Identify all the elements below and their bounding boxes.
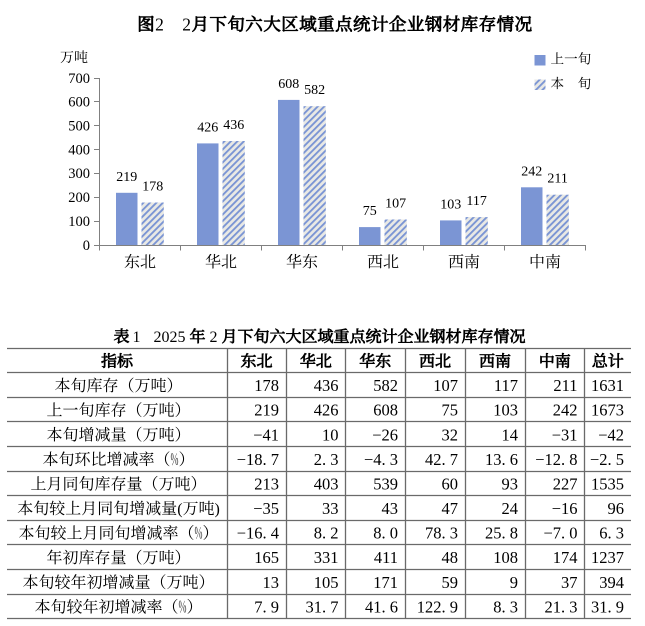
- svg-text:8. 2: 8. 2: [314, 524, 339, 543]
- svg-text:211: 211: [547, 172, 567, 187]
- svg-text:25. 8: 25. 8: [485, 524, 518, 543]
- svg-text:59: 59: [442, 573, 459, 592]
- svg-text:582: 582: [304, 83, 325, 98]
- svg-text:117: 117: [466, 194, 486, 209]
- svg-text:−16: −16: [552, 499, 578, 518]
- svg-text:107: 107: [433, 376, 458, 395]
- svg-text:−42: −42: [598, 425, 624, 444]
- svg-text:242: 242: [553, 401, 578, 420]
- svg-text:78. 3: 78. 3: [425, 524, 458, 543]
- svg-text:43: 43: [382, 499, 399, 518]
- svg-text:−18. 7: −18. 7: [237, 450, 279, 469]
- svg-text:403: 403: [314, 475, 339, 494]
- svg-text:9: 9: [510, 573, 518, 592]
- svg-text:21. 3: 21. 3: [545, 597, 578, 616]
- svg-text:211: 211: [553, 376, 577, 395]
- svg-text:2: 2: [155, 14, 164, 34]
- svg-text:117: 117: [494, 376, 518, 395]
- svg-text:−41: −41: [253, 425, 279, 444]
- svg-text:7. 9: 7. 9: [254, 597, 279, 616]
- svg-text:): ): [215, 501, 220, 518]
- svg-text:500: 500: [68, 119, 90, 135]
- svg-text:33: 33: [322, 499, 339, 518]
- svg-text:75: 75: [442, 401, 459, 420]
- svg-text:−16. 4: −16. 4: [237, 524, 279, 543]
- svg-text:−7. 0: −7. 0: [543, 524, 577, 543]
- svg-text:582: 582: [373, 376, 398, 395]
- svg-text:41. 6: 41. 6: [365, 597, 398, 616]
- svg-text:103: 103: [493, 401, 518, 420]
- svg-text:213: 213: [254, 475, 279, 494]
- svg-text:(: (: [177, 501, 182, 518]
- svg-text:219: 219: [254, 401, 279, 420]
- svg-text:174: 174: [553, 548, 578, 567]
- svg-text:24: 24: [502, 499, 519, 518]
- svg-text:394: 394: [599, 573, 624, 592]
- svg-text:331: 331: [314, 548, 339, 567]
- svg-text:31. 9: 31. 9: [591, 597, 624, 616]
- svg-text:400: 400: [68, 142, 90, 158]
- svg-text:96: 96: [608, 499, 625, 518]
- svg-text:608: 608: [278, 77, 299, 92]
- svg-text:165: 165: [254, 548, 279, 567]
- svg-text:8. 0: 8. 0: [373, 524, 398, 543]
- svg-text:−2. 5: −2. 5: [590, 450, 624, 469]
- svg-text:426: 426: [314, 401, 339, 420]
- svg-text:436: 436: [314, 376, 339, 395]
- svg-text:−12. 8: −12. 8: [535, 450, 577, 469]
- svg-text:608: 608: [373, 401, 398, 420]
- svg-text:−26: −26: [372, 425, 398, 444]
- svg-text:1: 1: [133, 329, 141, 346]
- svg-text:13. 6: 13. 6: [485, 450, 518, 469]
- svg-text:−31: −31: [552, 425, 578, 444]
- svg-text:105: 105: [314, 573, 339, 592]
- svg-text:31. 7: 31. 7: [306, 597, 339, 616]
- svg-text:107: 107: [385, 197, 406, 212]
- svg-text:300: 300: [68, 166, 90, 182]
- svg-text:1237: 1237: [591, 548, 624, 567]
- svg-text:2025: 2025: [154, 329, 186, 346]
- svg-text:411: 411: [374, 548, 398, 567]
- svg-text:242: 242: [521, 164, 542, 179]
- svg-text:48: 48: [442, 548, 459, 567]
- svg-text:178: 178: [142, 180, 163, 195]
- svg-text:227: 227: [553, 475, 578, 494]
- svg-text:32: 32: [442, 425, 459, 444]
- svg-text:600: 600: [68, 95, 90, 111]
- svg-text:−4. 3: −4. 3: [364, 450, 398, 469]
- svg-text:14: 14: [502, 425, 519, 444]
- svg-text:122. 9: 122. 9: [417, 597, 458, 616]
- svg-text:60: 60: [442, 475, 459, 494]
- svg-text:178: 178: [254, 376, 279, 395]
- svg-text:108: 108: [493, 548, 518, 567]
- svg-text:75: 75: [363, 204, 377, 219]
- svg-text:171: 171: [373, 573, 398, 592]
- svg-text:103: 103: [440, 197, 461, 212]
- svg-text:2: 2: [210, 329, 218, 346]
- svg-text:2. 3: 2. 3: [314, 450, 339, 469]
- svg-text:219: 219: [116, 170, 137, 185]
- svg-text:1673: 1673: [591, 401, 624, 420]
- svg-text:426: 426: [197, 120, 218, 135]
- svg-text:200: 200: [68, 190, 90, 206]
- svg-text:47: 47: [442, 499, 459, 518]
- svg-text:42. 7: 42. 7: [425, 450, 458, 469]
- svg-text:1631: 1631: [591, 376, 624, 395]
- svg-text:−35: −35: [253, 499, 279, 518]
- svg-text:93: 93: [502, 475, 519, 494]
- svg-text:6. 3: 6. 3: [599, 524, 624, 543]
- svg-text:13: 13: [263, 573, 280, 592]
- svg-text:2: 2: [182, 14, 191, 34]
- svg-text:37: 37: [561, 573, 578, 592]
- svg-text:436: 436: [223, 118, 244, 133]
- svg-text:1535: 1535: [591, 475, 624, 494]
- svg-text:8. 3: 8. 3: [493, 597, 518, 616]
- svg-text:700: 700: [68, 71, 90, 87]
- svg-text:10: 10: [322, 425, 339, 444]
- svg-text:100: 100: [68, 214, 90, 230]
- svg-text:539: 539: [373, 475, 398, 494]
- svg-text:0: 0: [83, 238, 90, 254]
